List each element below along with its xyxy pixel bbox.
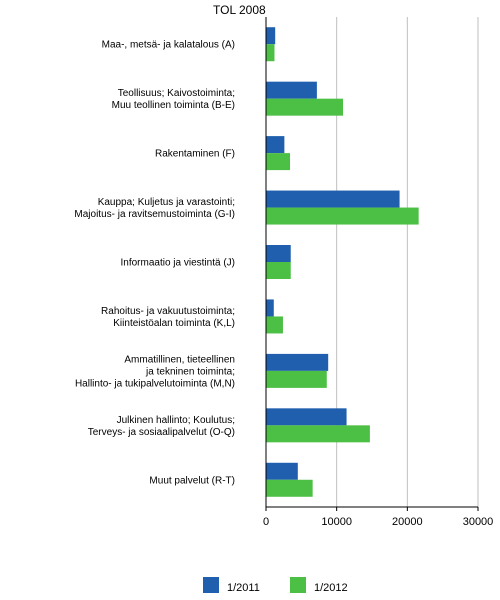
x-tick-label: 10000 [321,516,352,528]
category-label: Hallinto- ja tukipalvelutoiminta (M,N) [75,378,235,389]
bar-1-2011-6 [266,353,329,371]
category-label: Terveys- ja sosiaalipalvelut (O-Q) [88,427,235,438]
category-label: Majoitus- ja ravitsemustoiminta (G-I) [74,209,235,220]
category-label: Maa-, metsä- ja kalatalous (A) [102,40,235,51]
category-label: Rahoitus- ja vakuutustoiminta; [101,306,235,317]
category-label: Informaatio ja viestintä (J) [121,258,236,269]
category-label: Muut palvelut (R-T) [149,475,235,486]
legend-label: 1/2012 [314,582,348,594]
category-label: Ammatillinen, tieteellinen [124,354,235,365]
category-label: Kauppa; Kuljetus ja varastointi; [98,197,235,208]
bar-1-2012-6 [266,370,327,388]
bar-1-2012-5 [266,316,283,334]
bar-1-2012-7 [266,425,370,443]
legend-swatch-1-2012 [290,577,306,593]
category-label: Teollisuus; Kaivostoiminta; [118,88,235,99]
category-label: Julkinen hallinto; Koulutus; [117,415,235,426]
bar-1-2011-7 [266,408,347,426]
bar-1-2011-0 [266,27,276,45]
legend-label: 1/2011 [227,582,260,594]
x-tick-label: 0 [263,516,269,528]
bar-1-2012-3 [266,207,419,225]
bar-1-2012-4 [266,262,291,279]
axes [265,17,479,511]
bar-1-2012-8 [266,479,313,497]
bar-1-2012-0 [266,44,275,62]
bar-1-2011-8 [266,462,298,480]
x-tick-label: 20000 [392,516,423,528]
bar-1-2011-5 [266,299,274,317]
bar-1-2011-2 [266,136,285,154]
legend: 1/2011 1/2012 [203,577,348,594]
bar-1-2011-4 [266,245,291,262]
category-label: ja tekninen toiminta; [145,366,235,377]
bar-1-2012-1 [266,98,344,116]
bar-1-2011-1 [266,81,317,99]
legend-swatch-1-2011 [203,577,219,593]
bars [266,27,419,497]
category-labels: Maa-, metsä- ja kalatalous (A) Teollisuus… [74,40,235,487]
category-label: Muu teollinen toiminta (B-E) [112,100,235,111]
chart-title: TOL 2008 [213,3,266,17]
bar-1-2012-2 [266,153,291,171]
bar-1-2011-3 [266,190,400,208]
category-label: Rakentaminen (F) [155,149,235,160]
x-tick-label: 30000 [463,516,494,528]
category-label: Kiinteistöalan toiminta (K,L) [113,318,235,329]
tick-labels: 0 10000 20000 30000 [263,516,493,528]
